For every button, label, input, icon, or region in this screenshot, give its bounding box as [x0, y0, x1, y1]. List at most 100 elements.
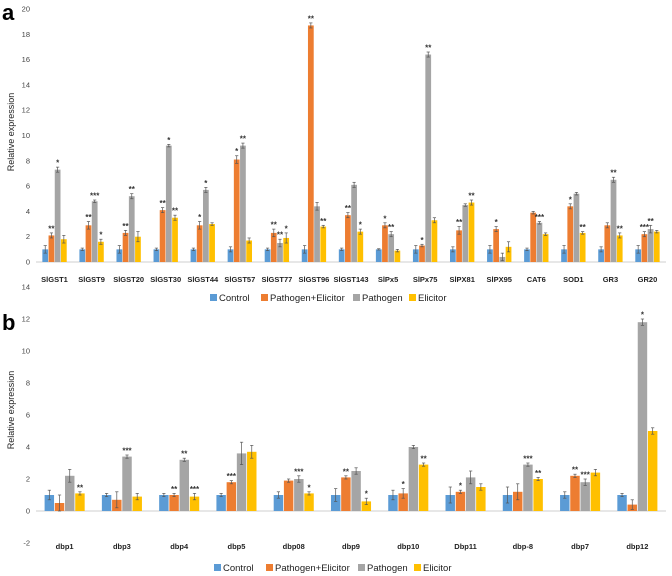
bar-SlGST1-pathogen: [54, 169, 61, 262]
significance-marker: *: [204, 179, 208, 188]
bar-SlGST30-control: [153, 249, 160, 262]
bar-GR3-pathogenelicitor: [604, 225, 611, 262]
y-tick-label: 4: [26, 207, 30, 216]
y-tick-label: 8: [26, 156, 30, 165]
legend-label-pathogen: Pathogen: [367, 563, 408, 574]
category-label: SlPX81: [449, 275, 474, 284]
significance-marker: **: [122, 222, 129, 231]
y-tick-label: 2: [26, 232, 30, 241]
bar-dbp4-pathogenelicitor: [169, 495, 179, 511]
y-tick-label: 2: [26, 475, 30, 484]
bar-SlPx75-pathogen: [425, 54, 432, 262]
bar-SlGST57-pathogen: [240, 145, 246, 262]
significance-marker: ***: [227, 472, 237, 481]
bar-dbp4-pathogen: [179, 459, 190, 511]
significance-marker: **: [171, 485, 178, 494]
bar-dbp4-elicitor: [189, 496, 200, 511]
bar-GR3-elicitor: [616, 235, 623, 262]
legend-label-pathogen-elicitor: Pathogen+Elicitor: [270, 293, 345, 304]
bar-SlGST57-control: [227, 249, 234, 262]
bar-dbp9-pathogen: [351, 471, 361, 511]
category-label: dbp10: [397, 542, 419, 551]
bar-SlGST9-pathogen: [91, 201, 98, 262]
category-label: dbp12: [626, 542, 648, 551]
significance-marker: **: [468, 192, 475, 201]
significance-marker: *: [198, 213, 202, 222]
bar-SlPX95-pathogenelicitor: [493, 229, 500, 262]
legend-label-pathogen-elicitor: Pathogen+Elicitor: [275, 563, 350, 574]
bar-dbp12-elicitor: [647, 431, 658, 511]
bar-SlGST9-pathogenelicitor: [85, 225, 92, 262]
bar-SlGST77-pathogen: [277, 243, 283, 262]
bar-GR20-elicitor: [653, 231, 660, 262]
y-tick-label: 8: [26, 379, 30, 388]
bar-SlGST20-elicitor: [135, 236, 141, 262]
bar-GR20-control: [635, 249, 642, 262]
bar-SlGST96-control: [301, 249, 308, 262]
significance-marker: **: [456, 218, 463, 227]
category-label: SlGST1: [41, 275, 68, 284]
significance-marker: ***: [523, 455, 533, 464]
y-tick-label: 0: [26, 507, 30, 516]
category-label: dbp7: [571, 542, 589, 551]
bar-dbp9-control: [330, 495, 341, 511]
bar-SlGST143-control: [338, 249, 345, 262]
significance-marker: **: [85, 213, 92, 222]
bar-SlPx75-pathogenelicitor: [419, 245, 425, 262]
bar-dbp7-control: [560, 495, 570, 511]
panel-b-y-axis-label: Relative expression: [6, 371, 16, 450]
significance-marker: *: [99, 231, 103, 240]
significance-marker: **: [129, 185, 136, 194]
significance-marker: **: [535, 469, 542, 478]
bar-dbp1-pathogen: [65, 475, 75, 511]
bar-SlPX95-control: [487, 249, 493, 262]
significance-marker: **: [277, 231, 284, 240]
bar-dbp12-control: [617, 495, 627, 511]
significance-marker: **: [572, 466, 579, 475]
panel-a-bars: ****************************************…: [42, 14, 660, 262]
bar-Dbp11-pathogen: [465, 477, 476, 511]
category-label: dbp5: [227, 542, 245, 551]
bar-SlGST96-elicitor: [320, 226, 327, 262]
panel-b-category-labels: dbp1 dbp3 dbp4 dbp5 dbp08 dbp9 dbp10 Dbp11 dbp-8…: [56, 542, 649, 551]
category-label: SlGST57: [224, 275, 255, 284]
bar-SlGST96-pathogen: [314, 206, 320, 262]
significance-marker: **: [159, 199, 166, 208]
y-tick-label: 14: [22, 283, 30, 292]
bar-dbp10-control: [388, 495, 398, 511]
significance-marker: **: [425, 44, 432, 53]
bar-SlGST1-pathogenelicitor: [48, 235, 55, 262]
bar-GR20-pathogen: [647, 229, 654, 262]
significance-marker: ***: [581, 471, 591, 480]
bar-SlGST57-elicitor: [246, 240, 253, 262]
bar-SlGST20-pathogen: [128, 196, 135, 262]
significance-marker: *: [383, 214, 387, 223]
category-label: Dbp11: [454, 542, 477, 551]
significance-marker: **: [181, 450, 188, 459]
bar-SlGST96-pathogenelicitor: [307, 25, 314, 262]
y-tick-label: 12: [22, 315, 30, 324]
category-label: SlGST44: [187, 275, 219, 284]
bar-SlGST30-elicitor: [172, 217, 178, 262]
legend-label-pathogen: Pathogen: [362, 293, 403, 304]
panel-b-letter: b: [2, 310, 15, 335]
bar-dbp08-elicitor: [304, 493, 314, 511]
y-tick-label: 4: [26, 443, 30, 452]
bar-SlGST44-elicitor: [209, 224, 215, 262]
panel-a-legend: Control Pathogen+Elicitor Pathogen Elici…: [210, 293, 447, 304]
y-tick-label: 0: [26, 258, 30, 267]
bar-dbp-8-pathogenelicitor: [512, 491, 523, 511]
bar-dbp3-control: [101, 495, 112, 511]
bar-SlPX81-elicitor: [468, 202, 475, 262]
bar-SlPx75-control: [412, 249, 419, 262]
legend-label-control: Control: [223, 563, 254, 574]
significance-marker: ***: [294, 467, 304, 476]
significance-marker: **: [345, 204, 352, 213]
category-label: SlGST9: [78, 275, 105, 284]
bar-SlPX81-pathogenelicitor: [456, 230, 462, 262]
panel-a-letter: a: [2, 0, 15, 25]
category-label: dbp1: [56, 542, 74, 551]
significance-marker: *: [167, 136, 171, 145]
bar-SOD1-control: [561, 249, 567, 262]
